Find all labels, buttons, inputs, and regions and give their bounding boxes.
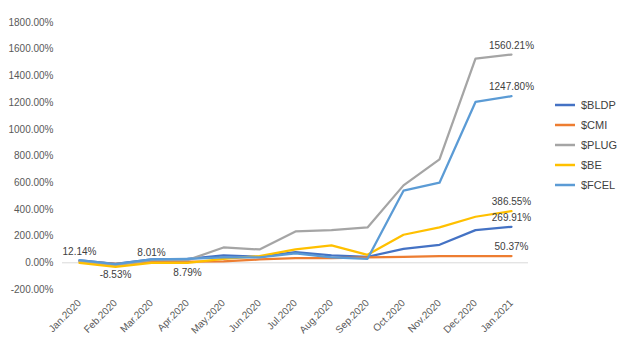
svg-text:-200.00%: -200.00% <box>11 284 54 295</box>
svg-text:Jul.2020: Jul.2020 <box>265 297 300 332</box>
svg-text:Sep.2020: Sep.2020 <box>333 297 371 335</box>
svg-text:1560.21%: 1560.21% <box>489 40 534 51</box>
svg-text:400.00%: 400.00% <box>14 204 54 215</box>
svg-text:Nov.2020: Nov.2020 <box>406 297 444 335</box>
svg-text:0.00%: 0.00% <box>25 257 53 268</box>
svg-text:Feb.2020: Feb.2020 <box>82 297 120 335</box>
svg-text:8.79%: 8.79% <box>173 267 201 278</box>
svg-text:1247.80%: 1247.80% <box>489 81 534 92</box>
svg-text:1600.00%: 1600.00% <box>8 43 53 54</box>
svg-text:600.00%: 600.00% <box>14 177 54 188</box>
html-text:$CMI: $CMI <box>580 119 608 131</box>
svg-text:8.01%: 8.01% <box>137 247 165 258</box>
svg-text:269.91%: 269.91% <box>492 212 532 223</box>
svg-text:386.55%: 386.55% <box>492 196 532 207</box>
svg-text:Apr.2020: Apr.2020 <box>155 297 191 333</box>
svg-text:Dec.2020: Dec.2020 <box>441 297 479 335</box>
svg-text:12.14%: 12.14% <box>63 246 97 257</box>
svg-text:1800.00%: 1800.00% <box>8 17 53 28</box>
svg-text:50.37%: 50.37% <box>495 241 529 252</box>
svg-text:Aug.2020: Aug.2020 <box>297 297 335 335</box>
svg-text:800.00%: 800.00% <box>14 150 54 161</box>
html-text:$PLUG: $PLUG <box>580 139 617 151</box>
svg-text:Mar.2020: Mar.2020 <box>118 297 156 335</box>
svg-text:1000.00%: 1000.00% <box>8 124 53 135</box>
svg-text:Oct.2020: Oct.2020 <box>371 297 408 334</box>
svg-text:Jun.2020: Jun.2020 <box>226 297 263 334</box>
svg-text:May.2020: May.2020 <box>189 297 228 336</box>
svg-text:200.00%: 200.00% <box>14 230 54 241</box>
svg-text:1400.00%: 1400.00% <box>8 70 53 81</box>
html-text:$BE: $BE <box>580 159 602 171</box>
svg-text:Jan.2021: Jan.2021 <box>478 297 515 334</box>
html-text:$FCEL: $FCEL <box>580 179 616 191</box>
svg-text:Jan.2020: Jan.2020 <box>46 297 83 334</box>
html-text:$BLDP: $BLDP <box>580 99 616 111</box>
svg-text:1200.00%: 1200.00% <box>8 97 53 108</box>
svg-text:-8.53%: -8.53% <box>100 269 132 280</box>
